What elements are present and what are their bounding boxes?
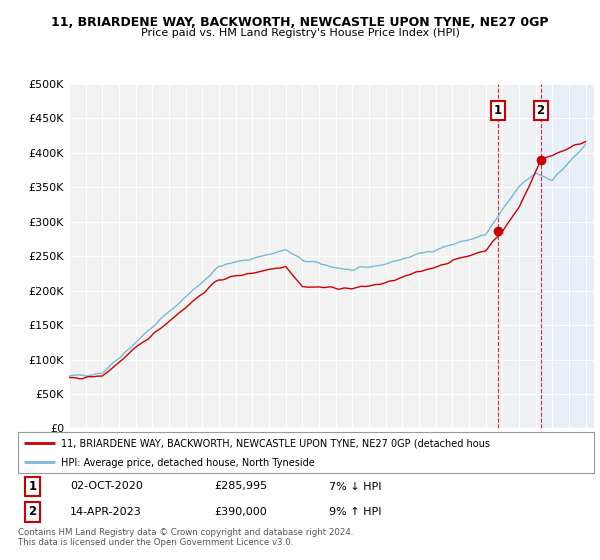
Text: 1: 1 — [494, 104, 502, 116]
Text: 9% ↑ HPI: 9% ↑ HPI — [329, 507, 382, 517]
Bar — [541, 84, 594, 428]
Text: £390,000: £390,000 — [214, 507, 266, 517]
Text: 7% ↓ HPI: 7% ↓ HPI — [329, 482, 382, 492]
Text: 2: 2 — [536, 104, 545, 116]
Text: 14-APR-2023: 14-APR-2023 — [70, 507, 142, 517]
Text: 2: 2 — [28, 505, 37, 518]
Text: Price paid vs. HM Land Registry's House Price Index (HPI): Price paid vs. HM Land Registry's House … — [140, 28, 460, 38]
Text: 11, BRIARDENE WAY, BACKWORTH, NEWCASTLE UPON TYNE, NE27 0GP: 11, BRIARDENE WAY, BACKWORTH, NEWCASTLE … — [51, 16, 549, 29]
Text: 02-OCT-2020: 02-OCT-2020 — [70, 482, 143, 492]
Text: Contains HM Land Registry data © Crown copyright and database right 2024.
This d: Contains HM Land Registry data © Crown c… — [18, 528, 353, 547]
Text: 1: 1 — [28, 480, 37, 493]
Text: HPI: Average price, detached house, North Tyneside: HPI: Average price, detached house, Nort… — [61, 458, 315, 468]
Text: £285,995: £285,995 — [214, 482, 267, 492]
Bar — [498, 84, 541, 428]
Text: 11, BRIARDENE WAY, BACKWORTH, NEWCASTLE UPON TYNE, NE27 0GP (detached hous: 11, BRIARDENE WAY, BACKWORTH, NEWCASTLE … — [61, 438, 490, 449]
